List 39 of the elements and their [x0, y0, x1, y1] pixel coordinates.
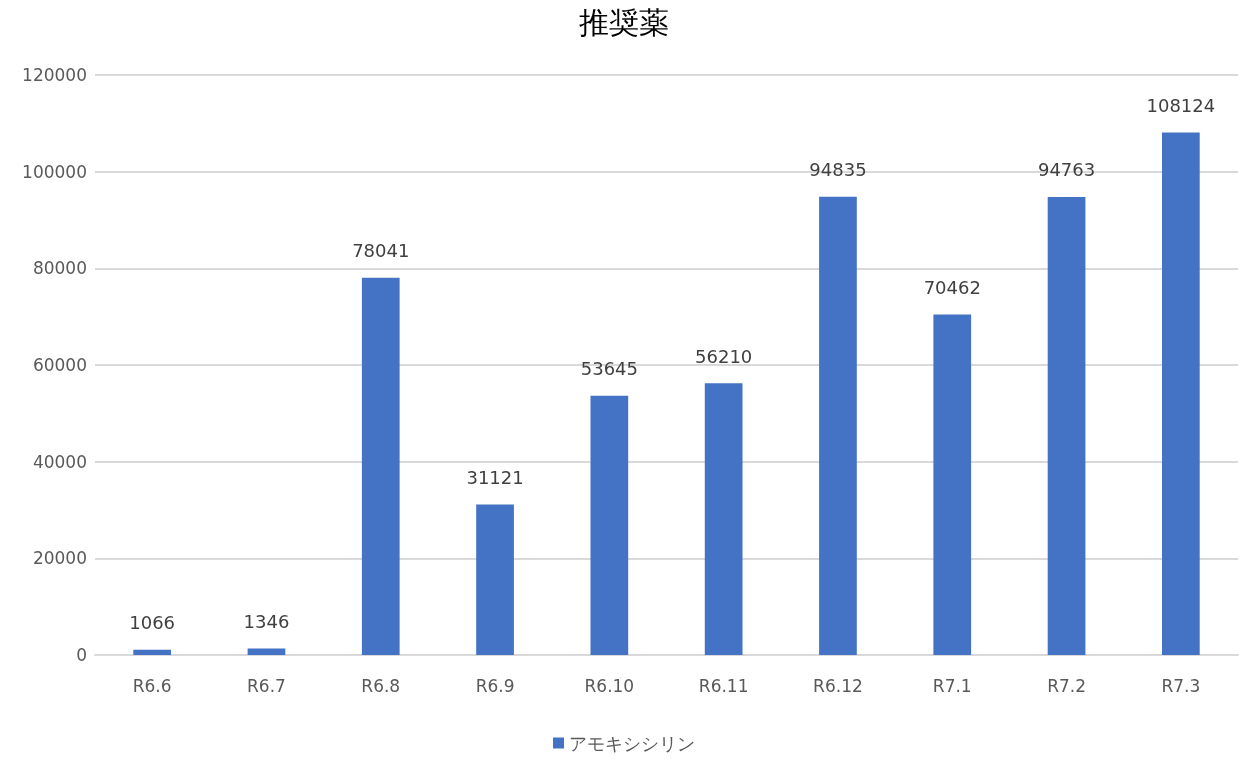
data-label: 56210 [695, 345, 753, 367]
bar [133, 649, 172, 655]
data-label: 78041 [352, 240, 410, 262]
bar [819, 196, 857, 655]
chart-title: 推奨薬 [579, 4, 669, 40]
x-tick-label: R6.7 [247, 675, 286, 696]
x-tick-label: R7.2 [1047, 675, 1086, 696]
y-tick-label: 100000 [22, 161, 87, 182]
y-tick-label: 0 [76, 645, 87, 665]
data-label: 108124 [1146, 94, 1216, 116]
y-tick-label: 120000 [22, 65, 87, 85]
data-label: 94835 [809, 159, 867, 181]
x-tick-label: R6.10 [584, 675, 635, 696]
x-tick-label: R6.9 [475, 675, 515, 696]
bar [590, 395, 629, 655]
bar [933, 314, 972, 655]
bar [361, 277, 400, 655]
data-label: 31121 [466, 467, 524, 489]
bar [1047, 196, 1086, 655]
data-label: 1346 [243, 610, 290, 632]
y-tick-label: 80000 [32, 258, 87, 279]
bar [476, 504, 514, 655]
y-tick-label: 60000 [32, 355, 87, 375]
x-tick-label: R6.12 [813, 675, 863, 696]
x-tick-label: R6.8 [361, 675, 401, 696]
data-label: 53645 [580, 358, 638, 380]
legend-label: アモキシシリン [569, 732, 695, 754]
x-tick-label: R7.1 [932, 675, 972, 696]
y-tick-label: 20000 [32, 548, 87, 569]
bar [1161, 132, 1200, 655]
x-tick-label: R6.11 [698, 675, 749, 696]
data-label: 1066 [129, 612, 176, 634]
x-tick-label: R6.6 [132, 675, 172, 696]
data-label: 70462 [923, 276, 981, 298]
y-tick-label: 40000 [32, 451, 87, 472]
bar [247, 648, 286, 655]
bar [704, 383, 743, 655]
x-tick-label: R7.3 [1161, 675, 1201, 696]
data-label: 94763 [1037, 159, 1096, 181]
